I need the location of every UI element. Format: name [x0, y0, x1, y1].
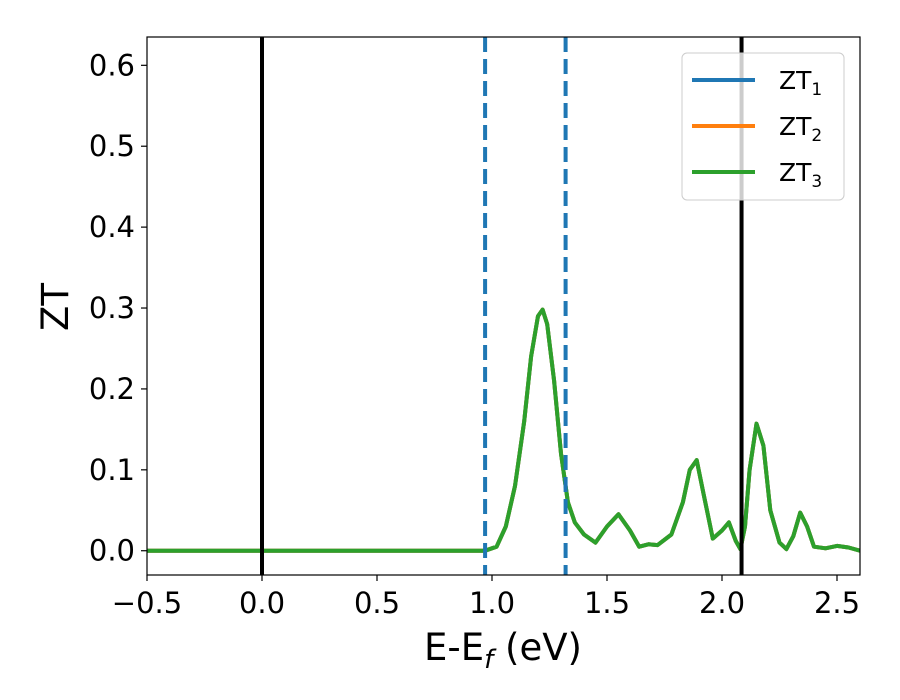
- y-tick-label: 0.0: [89, 534, 135, 568]
- series-line-zt3: [147, 307, 860, 553]
- x-tick-label: 0.0: [239, 586, 285, 620]
- y-tick-label: 0.5: [89, 129, 135, 163]
- axes-frame: [146, 36, 861, 576]
- y-tick-label: 0.1: [89, 453, 135, 487]
- x-tick-label: 1.0: [469, 586, 515, 620]
- series-lines: [147, 307, 860, 553]
- legend: ZT1 ZT2 ZT3: [681, 52, 845, 201]
- x-tick-label: −0.5: [112, 586, 182, 620]
- y-axis-ticks: 0.0 0.1 0.2 0.3 0.4 0.5 0.6: [89, 48, 147, 568]
- x-tick-label: 0.5: [354, 586, 400, 620]
- y-tick-label: 0.2: [89, 372, 135, 406]
- x-axis-title: E-Ef (eV): [424, 626, 582, 675]
- y-axis-title: ZT: [34, 283, 77, 331]
- x-axis-ticks: −0.5 0.0 0.5 1.0 1.5 2.0 2.5: [112, 575, 860, 620]
- y-tick-label: 0.3: [89, 291, 135, 325]
- x-axis-title-units: (eV): [493, 626, 582, 669]
- plot-area: [146, 36, 861, 576]
- x-tick-label: 2.5: [814, 586, 860, 620]
- x-axis-title-main: E-E: [424, 626, 484, 669]
- y-tick-label: 0.6: [89, 48, 135, 82]
- legend-label-zt2: ZT2: [779, 112, 822, 146]
- x-tick-label: 2.0: [699, 586, 745, 620]
- legend-box: [681, 52, 845, 201]
- legend-label-zt3: ZT3: [779, 158, 822, 192]
- y-tick-label: 0.4: [89, 210, 135, 244]
- x-tick-label: 1.5: [584, 586, 630, 620]
- legend-label-zt1: ZT1: [779, 66, 822, 100]
